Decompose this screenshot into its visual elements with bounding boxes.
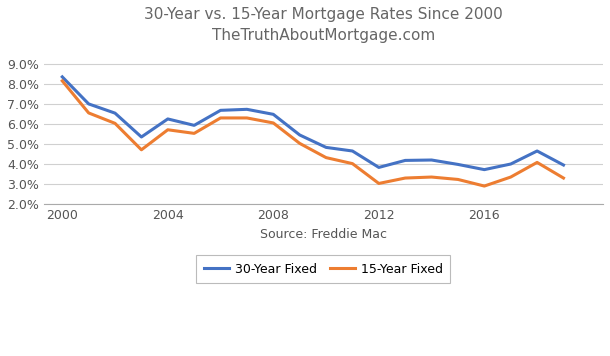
30-Year Fixed xyxy=(560,163,567,167)
30-Year Fixed xyxy=(85,102,92,106)
30-Year Fixed xyxy=(481,167,488,172)
30-Year Fixed xyxy=(349,149,356,153)
30-Year Fixed xyxy=(138,135,145,139)
30-Year Fixed xyxy=(190,123,198,127)
30-Year Fixed xyxy=(112,111,119,115)
30-Year Fixed xyxy=(296,133,303,137)
Line: 15-Year Fixed: 15-Year Fixed xyxy=(62,81,564,186)
Legend: 30-Year Fixed, 15-Year Fixed: 30-Year Fixed, 15-Year Fixed xyxy=(196,255,450,283)
Line: 30-Year Fixed: 30-Year Fixed xyxy=(62,77,564,169)
30-Year Fixed xyxy=(59,75,66,79)
15-Year Fixed xyxy=(190,131,198,136)
15-Year Fixed xyxy=(59,79,66,83)
15-Year Fixed xyxy=(296,141,303,146)
15-Year Fixed xyxy=(401,176,409,180)
15-Year Fixed xyxy=(323,156,330,160)
15-Year Fixed xyxy=(375,181,382,185)
30-Year Fixed xyxy=(164,117,171,121)
15-Year Fixed xyxy=(85,111,92,115)
15-Year Fixed xyxy=(138,148,145,152)
15-Year Fixed xyxy=(349,162,356,166)
15-Year Fixed xyxy=(217,116,224,120)
15-Year Fixed xyxy=(112,121,119,125)
30-Year Fixed xyxy=(323,145,330,150)
30-Year Fixed xyxy=(428,158,436,162)
30-Year Fixed xyxy=(507,162,514,166)
15-Year Fixed xyxy=(243,116,251,120)
30-Year Fixed xyxy=(217,108,224,112)
15-Year Fixed xyxy=(507,175,514,179)
15-Year Fixed xyxy=(270,121,277,125)
15-Year Fixed xyxy=(428,175,436,179)
30-Year Fixed xyxy=(243,107,251,111)
30-Year Fixed xyxy=(375,165,382,169)
30-Year Fixed xyxy=(454,162,462,167)
Title: 30-Year vs. 15-Year Mortgage Rates Since 2000
TheTruthAboutMortgage.com: 30-Year vs. 15-Year Mortgage Rates Since… xyxy=(144,7,503,43)
15-Year Fixed xyxy=(454,177,462,182)
15-Year Fixed xyxy=(164,128,171,132)
X-axis label: Source: Freddie Mac: Source: Freddie Mac xyxy=(260,227,387,241)
15-Year Fixed xyxy=(534,160,541,164)
30-Year Fixed xyxy=(401,158,409,163)
15-Year Fixed xyxy=(560,176,567,180)
30-Year Fixed xyxy=(534,149,541,153)
30-Year Fixed xyxy=(270,112,277,116)
15-Year Fixed xyxy=(481,184,488,188)
